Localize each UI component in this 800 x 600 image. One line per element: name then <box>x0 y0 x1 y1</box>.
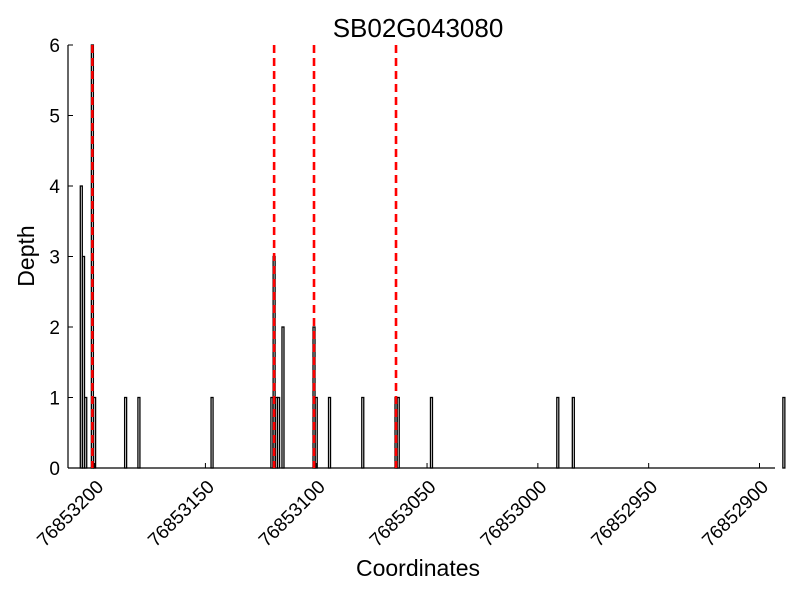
bar <box>123 396 128 469</box>
y-axis-label: Depth <box>13 225 39 286</box>
bar <box>782 396 786 469</box>
x-tick-label: 76852950 <box>588 477 663 552</box>
y-tick-label: 0 <box>49 459 60 480</box>
y-tick-label: 6 <box>49 36 60 57</box>
bar <box>137 396 141 469</box>
x-tick-label: 76852900 <box>698 477 773 552</box>
bar <box>210 396 214 469</box>
y-tick-label: 5 <box>49 107 60 128</box>
bar <box>327 396 332 469</box>
bar <box>281 326 285 469</box>
x-axis: 76853200 76853150 76853100 76853050 76853000… <box>33 463 773 551</box>
bar <box>556 396 560 469</box>
y-tick-label: 4 <box>49 177 60 198</box>
bar <box>396 396 400 469</box>
bar <box>81 255 86 469</box>
bar <box>571 396 575 469</box>
bar <box>84 396 88 469</box>
x-tick-label: 76853100 <box>255 477 330 552</box>
x-tick-label: 76853000 <box>477 477 552 552</box>
y-tick-label: 1 <box>49 389 60 410</box>
y-axis: 0 1 2 3 4 5 6 <box>49 36 73 480</box>
x-axis-label: Coordinates <box>356 555 480 581</box>
y-tick-label: 3 <box>49 248 60 269</box>
bar <box>92 396 97 469</box>
bar <box>361 396 365 469</box>
y-tick-label: 2 <box>49 318 60 339</box>
bar <box>276 396 281 469</box>
x-tick-label: 76853200 <box>33 477 108 552</box>
chart-title: SB02G043080 <box>333 13 504 43</box>
x-tick-label: 76853150 <box>144 477 219 552</box>
x-tick-label: 76853050 <box>366 477 441 552</box>
bar <box>314 396 318 469</box>
bar <box>429 396 434 469</box>
plot-area <box>67 44 786 469</box>
